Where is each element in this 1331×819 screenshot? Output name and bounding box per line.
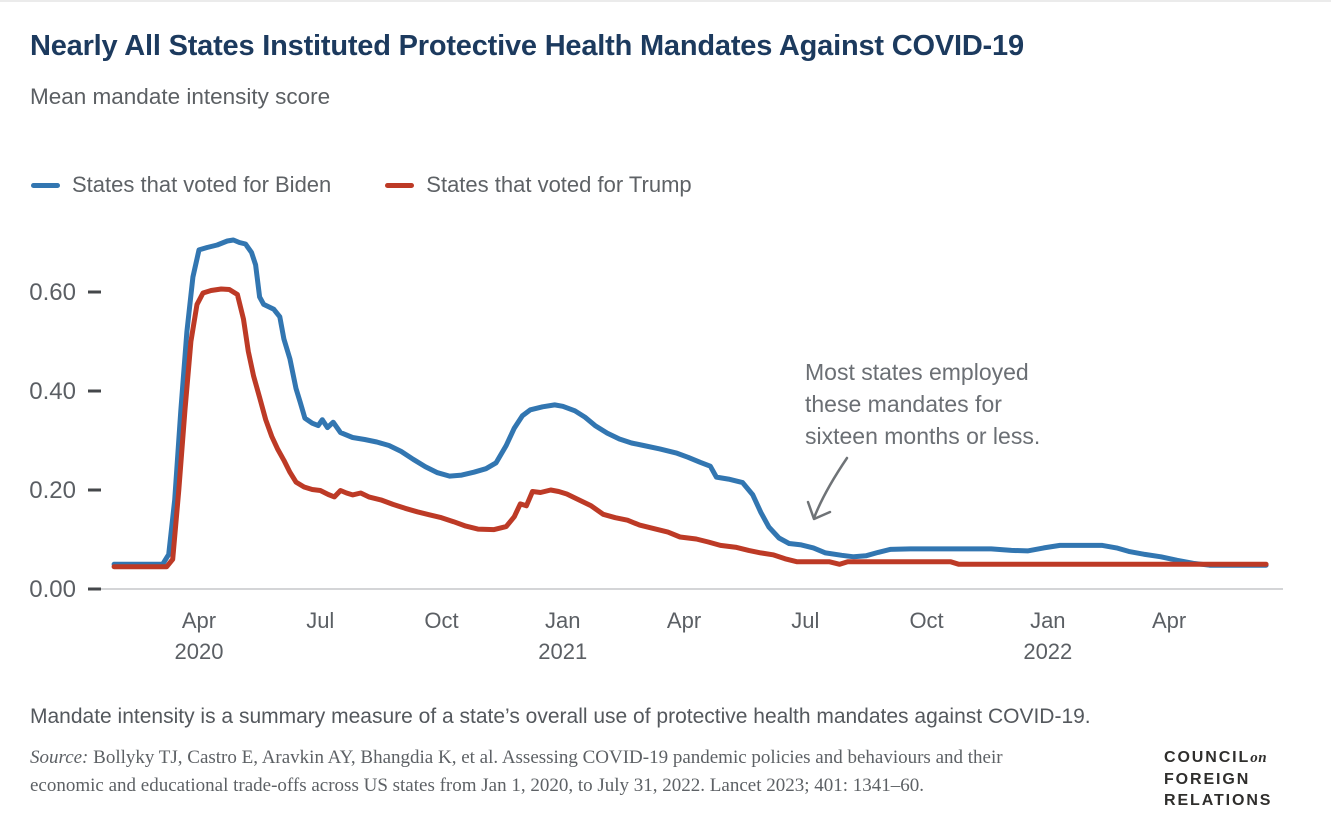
biden-line-swatch <box>31 182 60 188</box>
y-tick-label: 0.00 <box>29 576 76 603</box>
chart-legend: States that voted for Biden States that … <box>31 172 692 198</box>
source-line-1: Source: Bollyky TJ, Castro E, Aravkin AY… <box>30 744 1003 772</box>
x-tick-year-label: 2020 <box>175 639 224 664</box>
page-title: Nearly All States Instituted Protective … <box>30 30 1024 62</box>
source-line-2: economic and educational trade-offs acro… <box>30 775 925 796</box>
chart-annotation-text: Most states employed these mandates for … <box>805 359 1041 449</box>
x-tick-label: Apr <box>667 608 701 633</box>
source-citation: Source: Bollyky TJ, Castro E, Aravkin AY… <box>30 744 1003 800</box>
y-tick-label: 0.60 <box>29 279 76 306</box>
chart-footnote: Mandate intensity is a summary measure o… <box>30 705 1091 728</box>
x-tick-label: Jul <box>791 608 819 633</box>
x-tick-label: Oct <box>424 608 458 633</box>
biden-line <box>111 237 1269 568</box>
x-tick-label: Apr <box>182 608 216 633</box>
top-divider <box>0 0 1331 2</box>
cfr-logo-line-2: FOREIGN <box>1164 771 1251 788</box>
source-text-1: Bollyky TJ, Castro E, Aravkin AY, Bhangd… <box>93 747 1003 768</box>
chart-subtitle: Mean mandate intensity score <box>30 84 331 109</box>
y-tick-label: 0.40 <box>29 378 76 405</box>
cfr-logo: COUNCILon FOREIGN RELATIONS <box>1164 747 1272 811</box>
trump-line <box>111 286 1269 570</box>
y-tick-label: 0.20 <box>29 477 76 504</box>
source-prefix: Source: <box>30 747 89 768</box>
annotation-arrow <box>812 456 849 520</box>
x-tick-label: Jan <box>545 608 580 633</box>
x-tick-label: Jul <box>306 608 334 633</box>
cfr-logo-on: on <box>1250 750 1268 766</box>
cfr-logo-line-3: RELATIONS <box>1164 792 1273 809</box>
annotation-arrowhead <box>806 500 832 521</box>
legend-item-trump: States that voted for Trump <box>385 172 692 198</box>
legend-label-biden: States that voted for Biden <box>72 172 332 197</box>
legend-item-biden: States that voted for Biden <box>31 172 331 198</box>
x-tick-label: Jan <box>1030 608 1065 633</box>
legend-label-trump: States that voted for Trump <box>426 172 692 197</box>
cfr-logo-line-1: COUNCILon <box>1164 747 1272 769</box>
cfr-logo-council: COUNCIL <box>1164 749 1251 766</box>
x-tick-year-label: 2021 <box>538 639 587 664</box>
trump-line-swatch <box>385 182 415 188</box>
x-tick-label: Oct <box>909 608 943 633</box>
x-tick-year-label: 2022 <box>1023 639 1072 664</box>
x-tick-label: Apr <box>1152 608 1186 633</box>
